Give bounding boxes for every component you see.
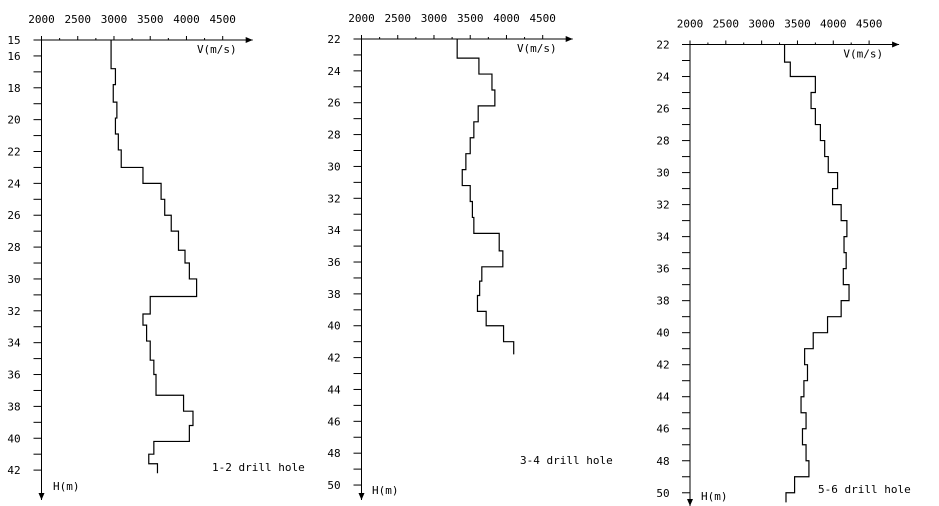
y-tick-label: 32	[7, 305, 20, 318]
y-tick-label: 30	[656, 167, 669, 180]
x-tick-label: 2000	[28, 13, 55, 26]
velocity-profile-line	[110, 40, 198, 474]
y-tick-label: 16	[7, 50, 20, 63]
y-axis-arrow-icon	[687, 499, 693, 506]
y-tick-label: 38	[7, 400, 20, 413]
x-tick-label: 4000	[173, 13, 200, 26]
y-tick-label: 46	[656, 423, 669, 436]
x-axis-label: V(m/s)	[197, 43, 237, 56]
y-tick-label: 36	[7, 369, 20, 382]
y-tick-label: 32	[327, 192, 340, 205]
y-tick-label: 42	[7, 464, 20, 477]
y-tick-label: 42	[656, 359, 669, 372]
y-tick-label: 34	[656, 231, 670, 244]
y-tick-label: 36	[327, 256, 340, 269]
y-tick-label: 38	[327, 288, 340, 301]
x-tick-label: 3000	[101, 13, 128, 26]
y-tick-label: 24	[327, 65, 341, 78]
x-axis-arrow-icon	[892, 41, 900, 48]
y-tick-label: 24	[7, 177, 21, 190]
x-tick-label: 2000	[348, 12, 375, 25]
x-tick-label: 4000	[820, 18, 847, 31]
y-tick-label: 48	[656, 455, 669, 468]
y-tick-label: 42	[327, 352, 340, 365]
y-tick-label: 44	[327, 383, 341, 396]
y-tick-label: 15	[7, 34, 20, 47]
panel-title: 3-4 drill hole	[520, 454, 613, 467]
x-tick-label: 2500	[64, 13, 91, 26]
x-tick-label: 3500	[784, 18, 811, 31]
y-tick-label: 34	[7, 337, 21, 350]
x-tick-label: 2500	[384, 12, 411, 25]
y-tick-label: 22	[7, 146, 20, 159]
y-tick-label: 20	[7, 114, 20, 127]
y-tick-label: 50	[327, 479, 340, 492]
y-tick-label: 26	[656, 103, 669, 116]
x-tick-label: 4500	[209, 13, 236, 26]
y-tick-label: 26	[327, 97, 340, 110]
y-axis-arrow-icon	[38, 493, 45, 500]
y-tick-label: 30	[327, 160, 340, 173]
x-tick-label: 2500	[713, 18, 740, 31]
y-tick-label: 28	[7, 241, 20, 254]
x-tick-label: 3500	[137, 13, 164, 26]
y-tick-label: 40	[7, 432, 20, 445]
x-axis-arrow-icon	[245, 37, 253, 43]
y-tick-label: 40	[656, 327, 669, 340]
panel-title: 5-6 drill hole	[818, 483, 911, 496]
y-tick-label: 38	[656, 295, 669, 308]
panel-5-6-drill-hole: 2000 2500 3000 3500 4000 4500 22 24 26 28 30 32 34 36…	[656, 18, 911, 506]
panel-title: 1-2 drill hole	[212, 461, 305, 474]
y-tick-label: 24	[656, 71, 670, 84]
y-tick-label: 30	[7, 273, 20, 286]
y-axis-arrow-icon	[358, 493, 365, 500]
y-axis-label: H(m)	[701, 490, 728, 503]
y-axis-label: H(m)	[53, 480, 80, 493]
x-axis-arrow-icon	[565, 36, 573, 42]
y-tick-label: 22	[656, 39, 669, 52]
y-tick-label: 26	[7, 209, 20, 222]
y-tick-label: 46	[327, 415, 340, 428]
y-axis-label: H(m)	[372, 484, 399, 497]
x-tick-label: 3000	[748, 18, 775, 31]
y-tick-label: 40	[327, 320, 340, 333]
x-tick-label: 3500	[457, 12, 484, 25]
x-tick-label: 4500	[529, 12, 556, 25]
x-axis-label: V(m/s)	[517, 42, 557, 55]
x-tick-label: 3000	[421, 12, 448, 25]
y-tick-label: 34	[327, 224, 341, 237]
velocity-profile-line	[783, 44, 850, 503]
y-tick-label: 28	[656, 135, 669, 148]
x-tick-label: 4000	[493, 12, 520, 25]
y-tick-label: 28	[327, 129, 340, 142]
y-tick-label: 18	[7, 82, 20, 95]
y-tick-label: 44	[656, 391, 670, 404]
y-tick-label: 32	[656, 199, 669, 212]
panel-3-4-drill-hole: 2000 2500 3000 3500 4000 4500 22 24 26 28 30 32 34 36…	[327, 12, 613, 500]
y-tick-label: 36	[656, 263, 669, 276]
x-tick-label: 4500	[856, 18, 883, 31]
x-tick-label: 2000	[677, 18, 704, 31]
panel-1-2-drill-hole: 2000 2500 3000 3500 4000 4500 15 16 18 20 22 24 26 28…	[7, 13, 305, 500]
y-tick-label: 22	[327, 33, 340, 46]
y-tick-label: 50	[656, 487, 669, 500]
x-axis-label: V(m/s)	[843, 48, 883, 61]
y-tick-label: 48	[327, 447, 340, 460]
velocity-profile-line	[456, 39, 515, 355]
